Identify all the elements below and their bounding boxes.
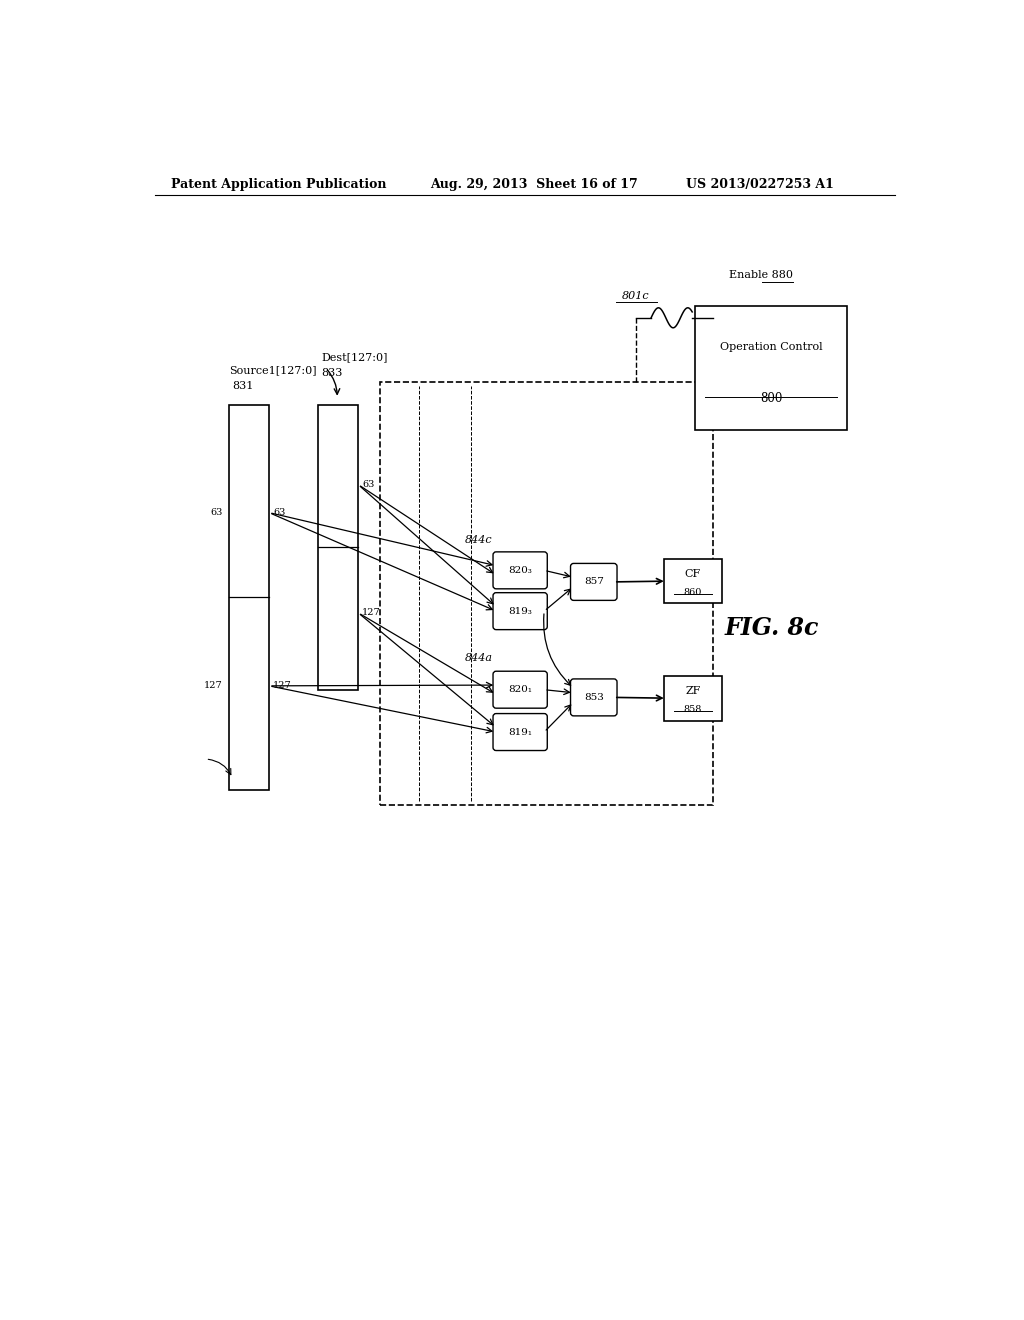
Text: 127: 127: [362, 609, 381, 618]
Text: 820₃: 820₃: [508, 566, 532, 574]
FancyBboxPatch shape: [570, 678, 617, 715]
Text: 63: 63: [273, 508, 286, 517]
Text: 127: 127: [204, 681, 222, 690]
Text: Dest[127:0]: Dest[127:0]: [322, 352, 388, 363]
Text: 63: 63: [362, 480, 375, 490]
FancyBboxPatch shape: [665, 676, 722, 721]
Text: 858: 858: [684, 705, 702, 714]
Text: 800: 800: [760, 392, 782, 404]
Text: US 2013/0227253 A1: US 2013/0227253 A1: [686, 178, 834, 190]
Text: 833: 833: [322, 368, 343, 378]
Text: 819₃: 819₃: [508, 607, 532, 615]
FancyBboxPatch shape: [695, 306, 847, 430]
FancyBboxPatch shape: [317, 405, 358, 689]
Text: Aug. 29, 2013  Sheet 16 of 17: Aug. 29, 2013 Sheet 16 of 17: [430, 178, 638, 190]
Text: 127: 127: [273, 681, 292, 690]
FancyBboxPatch shape: [228, 405, 269, 789]
Text: 801c: 801c: [622, 290, 649, 301]
Text: Patent Application Publication: Patent Application Publication: [171, 178, 386, 190]
Text: 819₁: 819₁: [508, 727, 532, 737]
Text: 820₁: 820₁: [508, 685, 532, 694]
FancyBboxPatch shape: [493, 552, 547, 589]
Text: 831: 831: [232, 381, 254, 391]
FancyBboxPatch shape: [570, 564, 617, 601]
FancyBboxPatch shape: [493, 593, 547, 630]
Text: CF: CF: [685, 569, 701, 579]
Text: ZF: ZF: [685, 686, 700, 697]
Text: Enable 880: Enable 880: [729, 271, 793, 280]
Text: FIG. 8c: FIG. 8c: [725, 616, 819, 640]
FancyBboxPatch shape: [493, 671, 547, 708]
Text: 63: 63: [210, 508, 222, 517]
Text: 853: 853: [584, 693, 604, 702]
Text: Operation Control: Operation Control: [720, 342, 822, 351]
FancyBboxPatch shape: [493, 714, 547, 751]
Text: 844c: 844c: [465, 535, 493, 545]
Text: 857: 857: [584, 577, 604, 586]
Text: 844a: 844a: [465, 653, 494, 663]
FancyBboxPatch shape: [665, 558, 722, 603]
Text: 860: 860: [684, 587, 702, 597]
Text: Source1[127:0]: Source1[127:0]: [228, 366, 316, 376]
